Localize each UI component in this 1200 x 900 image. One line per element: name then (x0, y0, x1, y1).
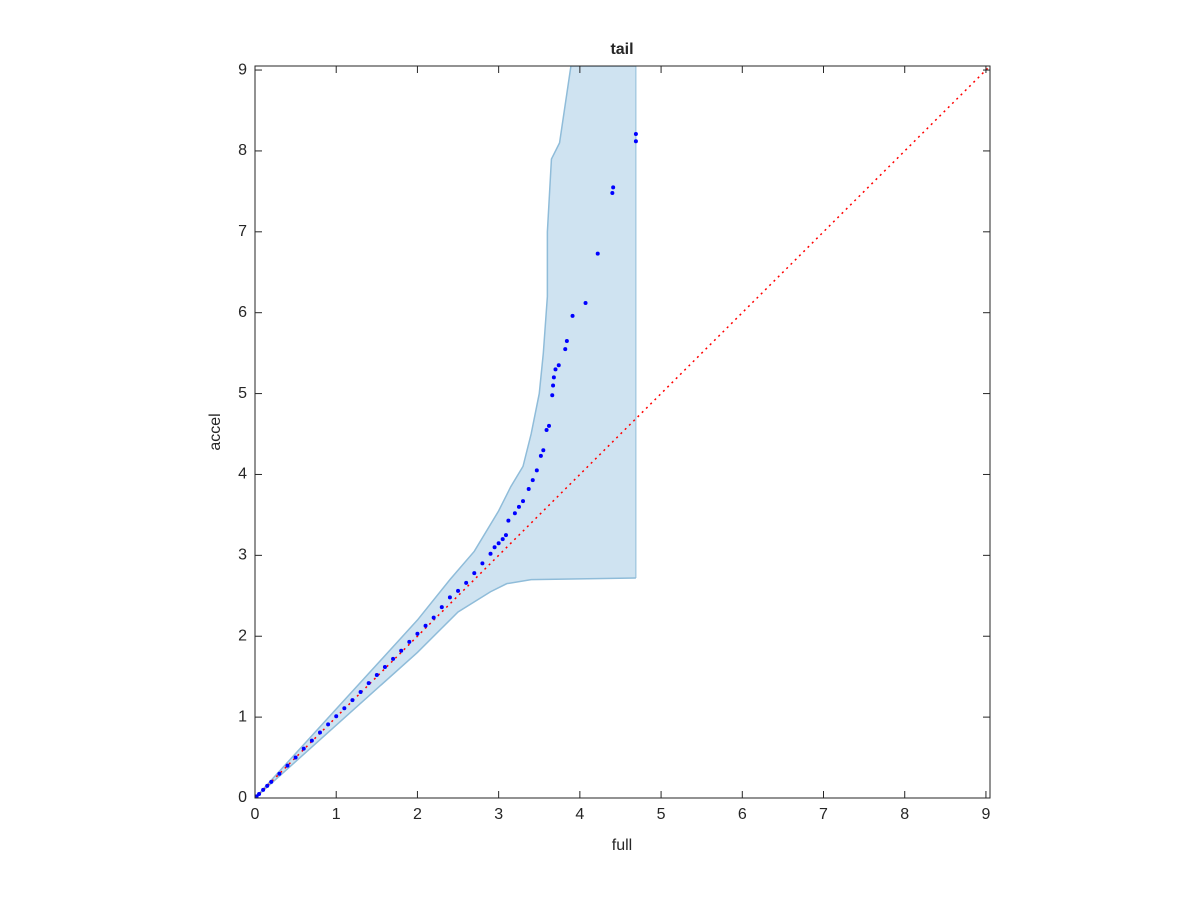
point (488, 551, 493, 556)
x-tick-label: 6 (738, 806, 747, 823)
x-tick-label: 2 (413, 806, 422, 823)
point (541, 448, 546, 453)
point (563, 347, 568, 352)
point (610, 190, 615, 195)
point (447, 595, 452, 600)
point (358, 690, 363, 695)
point (407, 639, 412, 644)
y-tick-label: 8 (238, 142, 247, 159)
x-tick-label: 3 (494, 806, 503, 823)
point (277, 771, 282, 776)
point (269, 779, 274, 784)
y-tick-label: 0 (238, 789, 247, 806)
confidence-band (255, 66, 636, 798)
point (556, 363, 561, 368)
point (538, 453, 543, 458)
point (265, 783, 270, 788)
point (503, 533, 508, 538)
x-tick-label: 5 (657, 806, 666, 823)
y-tick-label: 9 (238, 61, 247, 78)
point (526, 487, 531, 492)
point (506, 518, 511, 523)
y-tick-label: 1 (238, 708, 247, 725)
point (391, 656, 396, 661)
point (439, 605, 444, 610)
point (570, 313, 575, 318)
point (595, 251, 600, 256)
point (564, 339, 569, 344)
point (431, 615, 436, 620)
point (544, 427, 549, 432)
point (285, 763, 290, 768)
point (293, 755, 298, 760)
point (516, 504, 521, 509)
point (350, 698, 355, 703)
point (512, 511, 517, 516)
y-tick-label: 2 (238, 627, 247, 644)
x-tick-label: 8 (900, 806, 909, 823)
point (633, 139, 638, 144)
point (530, 478, 535, 483)
point (309, 738, 314, 743)
point (382, 664, 387, 669)
point (456, 588, 461, 593)
point (551, 383, 556, 388)
chart-title: tail (610, 41, 633, 58)
y-axis-label: accel (207, 413, 224, 450)
y-tick-label: 6 (238, 304, 247, 321)
point (366, 681, 371, 686)
point (551, 375, 556, 380)
point (553, 367, 558, 372)
x-tick-label: 1 (332, 806, 341, 823)
point (611, 185, 616, 190)
y-tick-label: 3 (238, 547, 247, 564)
plot-area (255, 66, 990, 798)
point (415, 631, 420, 636)
reference-line (255, 66, 990, 798)
point (583, 300, 588, 305)
point (257, 791, 262, 796)
x-tick-label: 4 (575, 806, 584, 823)
x-tick-label: 7 (819, 806, 828, 823)
x-tick-label: 0 (251, 806, 260, 823)
point (492, 545, 497, 550)
band-upper-edge (255, 66, 636, 798)
point (496, 541, 501, 546)
y-tick-label: 4 (238, 466, 247, 483)
point (464, 580, 469, 585)
point (550, 393, 555, 398)
point (480, 561, 485, 566)
axes-box (254, 65, 991, 799)
point (472, 571, 477, 576)
point (374, 673, 379, 678)
y-tick-label: 7 (238, 223, 247, 240)
point (399, 648, 404, 653)
point (317, 730, 322, 735)
point (301, 746, 306, 751)
y-tick-label: 5 (238, 385, 247, 402)
band-lower-edge (255, 577, 636, 798)
point (342, 706, 347, 711)
point (261, 787, 266, 792)
point (547, 423, 551, 428)
point (534, 468, 539, 473)
x-tick-label: 9 (981, 806, 990, 823)
point (633, 131, 638, 136)
point (521, 499, 526, 504)
point (423, 623, 428, 628)
point (500, 537, 505, 542)
point (334, 714, 339, 719)
x-axis-label: full (612, 837, 632, 854)
point (326, 722, 331, 727)
